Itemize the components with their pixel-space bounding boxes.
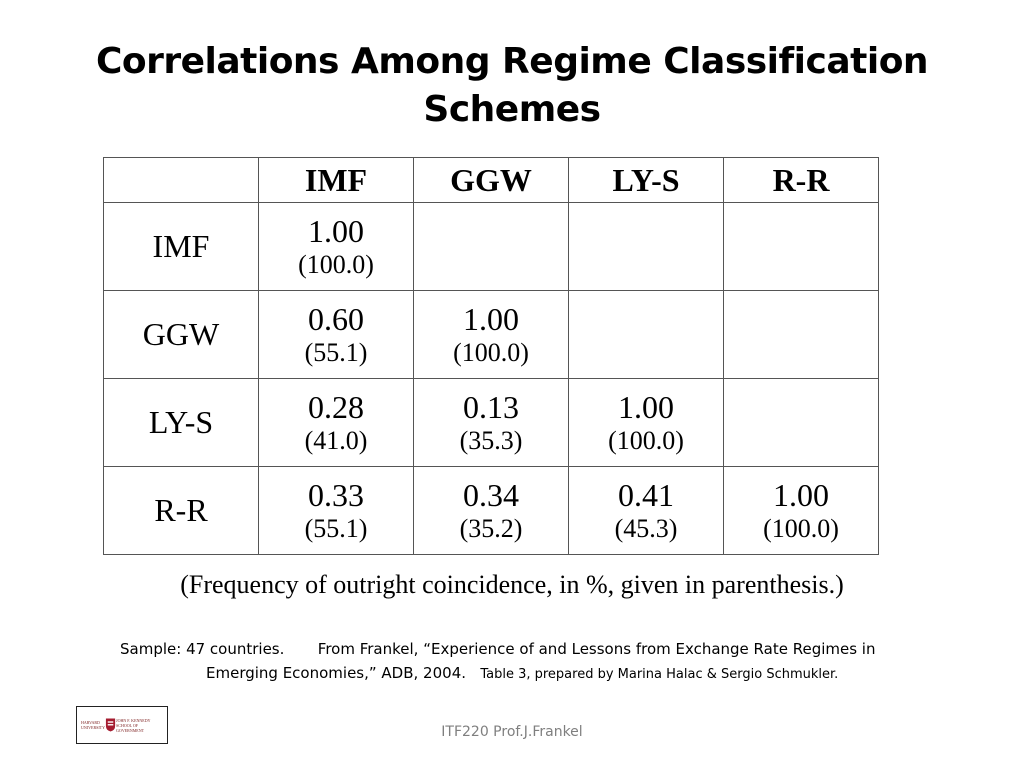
correlation-value: 0.41 [618, 476, 674, 513]
table-cell [723, 290, 879, 379]
row-header: IMF [103, 202, 259, 291]
harvard-kennedy-school-logo: HARVARD UNIVERSITY JOHN F. KENNEDY SCHOOL … [76, 706, 168, 744]
parenthesis-note: (Frequency of outright coincidence, in %… [180, 570, 844, 599]
correlation-value: 1.00 [463, 300, 519, 337]
table-cell: 0.28 (41.0) [258, 378, 414, 467]
coincidence-percent: (35.2) [459, 513, 523, 543]
correlation-value: 1.00 [308, 212, 364, 249]
slide-title: Correlations Among Regime Classification… [0, 38, 1024, 134]
column-header: IMF [258, 157, 414, 203]
table-cell: 0.33 (55.1) [258, 466, 414, 555]
coincidence-percent: (100.0) [763, 513, 839, 543]
table-cell: 0.13 (35.3) [413, 378, 569, 467]
table-row: LY-S 0.28 (41.0) 0.13 (35.3) 1.00 (100.0) [103, 378, 879, 467]
row-header: R-R [103, 466, 259, 555]
coincidence-percent: (41.0) [304, 425, 368, 455]
correlation-value: 0.34 [463, 476, 519, 513]
coincidence-percent: (100.0) [453, 337, 529, 367]
footer-text: ITF220 Prof.J.Frankel [441, 724, 583, 740]
correlation-table: IMF GGW LY-S R-R IMF 1.00 (100.0) GGW 0.60 (5… [103, 157, 879, 555]
table-row: GGW 0.60 (55.1) 1.00 (100.0) [103, 290, 879, 379]
column-header: R-R [723, 157, 879, 203]
table-cell [568, 202, 724, 291]
row-header: LY-S [103, 378, 259, 467]
source-citation: Sample: 47 countries. From Frankel, “Exp… [120, 637, 920, 687]
column-header: LY-S [568, 157, 724, 203]
title-line-1: Correlations Among Regime Classification [95, 41, 929, 82]
table-cell: 1.00 (100.0) [723, 466, 879, 555]
table-cell [723, 202, 879, 291]
coincidence-percent: (100.0) [298, 249, 374, 279]
table-cell: 1.00 (100.0) [258, 202, 414, 291]
table-cell [568, 290, 724, 379]
table-cell [413, 202, 569, 291]
harvard-shield-icon [105, 718, 116, 732]
correlation-value: 0.33 [308, 476, 364, 513]
logo-wordmark-right: JOHN F. KENNEDY SCHOOL OF GOVERNMENT [116, 717, 151, 733]
correlation-value: 0.60 [308, 300, 364, 337]
coincidence-percent: (55.1) [304, 337, 368, 367]
table-cell: 0.60 (55.1) [258, 290, 414, 379]
citation-text-a: From Frankel, “Experience of and Lessons… [317, 640, 876, 658]
sample-text: Sample: 47 countries. [120, 640, 285, 658]
title-line-2: Schemes [423, 89, 601, 130]
table-cell: 0.41 (45.3) [568, 466, 724, 555]
table-cell: 1.00 (100.0) [413, 290, 569, 379]
coincidence-percent: (45.3) [614, 513, 678, 543]
credit-text: Table 3, prepared by Marina Halac & Serg… [480, 667, 839, 682]
table-corner-cell [103, 157, 259, 203]
coincidence-percent: (100.0) [608, 425, 684, 455]
coincidence-percent: (55.1) [304, 513, 368, 543]
table-header-row: IMF GGW LY-S R-R [103, 157, 879, 203]
row-header: GGW [103, 290, 259, 379]
logo-wordmark-left: HARVARD UNIVERSITY [81, 720, 105, 730]
correlation-value: 0.13 [463, 388, 519, 425]
column-header: GGW [413, 157, 569, 203]
table-row: IMF 1.00 (100.0) [103, 202, 879, 291]
coincidence-percent: (35.3) [459, 425, 523, 455]
table-cell [723, 378, 879, 467]
table-cell: 1.00 (100.0) [568, 378, 724, 467]
citation-text-b: Emerging Economies,” ADB, 2004. [206, 664, 467, 682]
correlation-value: 1.00 [773, 476, 829, 513]
correlation-value: 0.28 [308, 388, 364, 425]
table-cell: 0.34 (35.2) [413, 466, 569, 555]
correlation-value: 1.00 [618, 388, 674, 425]
table-row: R-R 0.33 (55.1) 0.34 (35.2) 0.41 (45.3) 1.00 (10… [103, 466, 879, 555]
